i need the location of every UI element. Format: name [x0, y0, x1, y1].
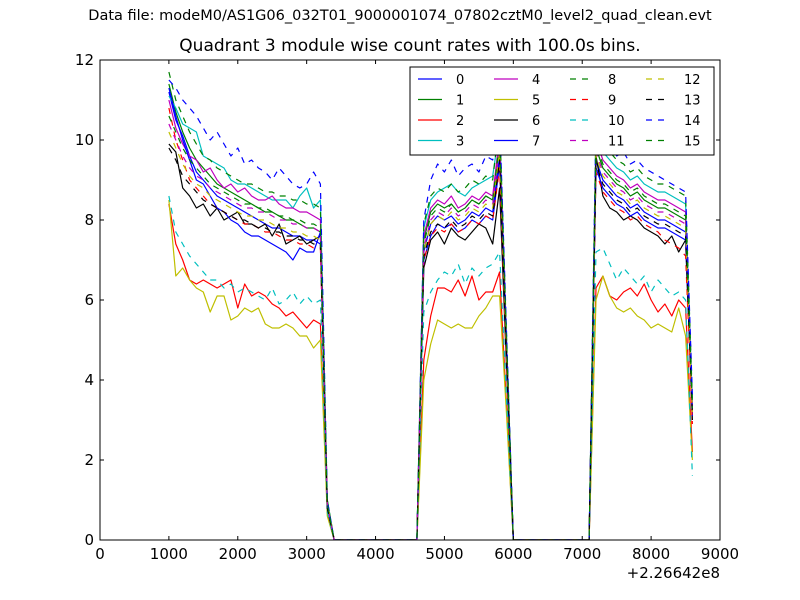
legend-label-0: 0 [456, 73, 464, 88]
legend-label-3: 3 [456, 135, 464, 150]
series-line-12 [168, 131, 693, 540]
chart-title: Quadrant 3 module wise count rates with … [179, 36, 641, 56]
y-tick-label: 2 [84, 451, 94, 469]
legend-label-15: 15 [684, 135, 701, 150]
legend-label-2: 2 [456, 114, 464, 129]
legend-label-14: 14 [684, 114, 701, 129]
series-line-11 [168, 123, 693, 540]
legend-label-9: 9 [608, 94, 616, 109]
x-tick-label: 7000 [563, 545, 601, 563]
y-tick-label: 0 [84, 531, 94, 549]
legend-label-4: 4 [532, 73, 540, 88]
y-tick-label: 10 [75, 131, 94, 149]
legend-label-7: 7 [532, 135, 540, 150]
series-line-13 [168, 147, 693, 540]
x-tick-label: 3000 [288, 545, 326, 563]
x-tick-label: 2000 [219, 545, 257, 563]
legend-label-6: 6 [532, 114, 540, 129]
series-line-15 [168, 115, 693, 540]
axes-layer: 0 1000 2000 3000 4000 5000 6000 7000 8000 9000 0 2 4… [75, 51, 739, 563]
legend-label-10: 10 [608, 114, 625, 129]
series-line-4 [168, 99, 693, 540]
x-axis-offset-label: +2.26642e8 [627, 564, 720, 582]
x-tick-label: 0 [95, 545, 105, 563]
y-tick-label: 4 [84, 371, 94, 389]
x-tick-label: 1000 [150, 545, 188, 563]
x-tick-label: 4000 [356, 545, 394, 563]
legend-label-12: 12 [684, 73, 701, 88]
series-layer [168, 71, 693, 540]
legend-label-8: 8 [608, 73, 616, 88]
x-tick-label: 9000 [701, 545, 739, 563]
legend-label-13: 13 [684, 94, 701, 109]
legend-label-1: 1 [456, 94, 464, 109]
y-tick-label: 12 [75, 51, 94, 69]
y-tick-label: 8 [84, 211, 94, 229]
x-tick-label: 8000 [632, 545, 670, 563]
series-line-5 [168, 199, 693, 540]
y-tick-label: 6 [84, 291, 94, 309]
series-line-2 [168, 203, 693, 540]
series-line-10 [168, 195, 693, 540]
series-line-7 [168, 87, 693, 540]
x-tick-label: 5000 [425, 545, 463, 563]
legend-label-11: 11 [608, 135, 625, 150]
data-file-supertitle: Data file: modeM0/AS1G06_032T01_90000010… [88, 8, 712, 24]
legend-label-5: 5 [532, 94, 540, 109]
x-tick-label: 6000 [494, 545, 532, 563]
